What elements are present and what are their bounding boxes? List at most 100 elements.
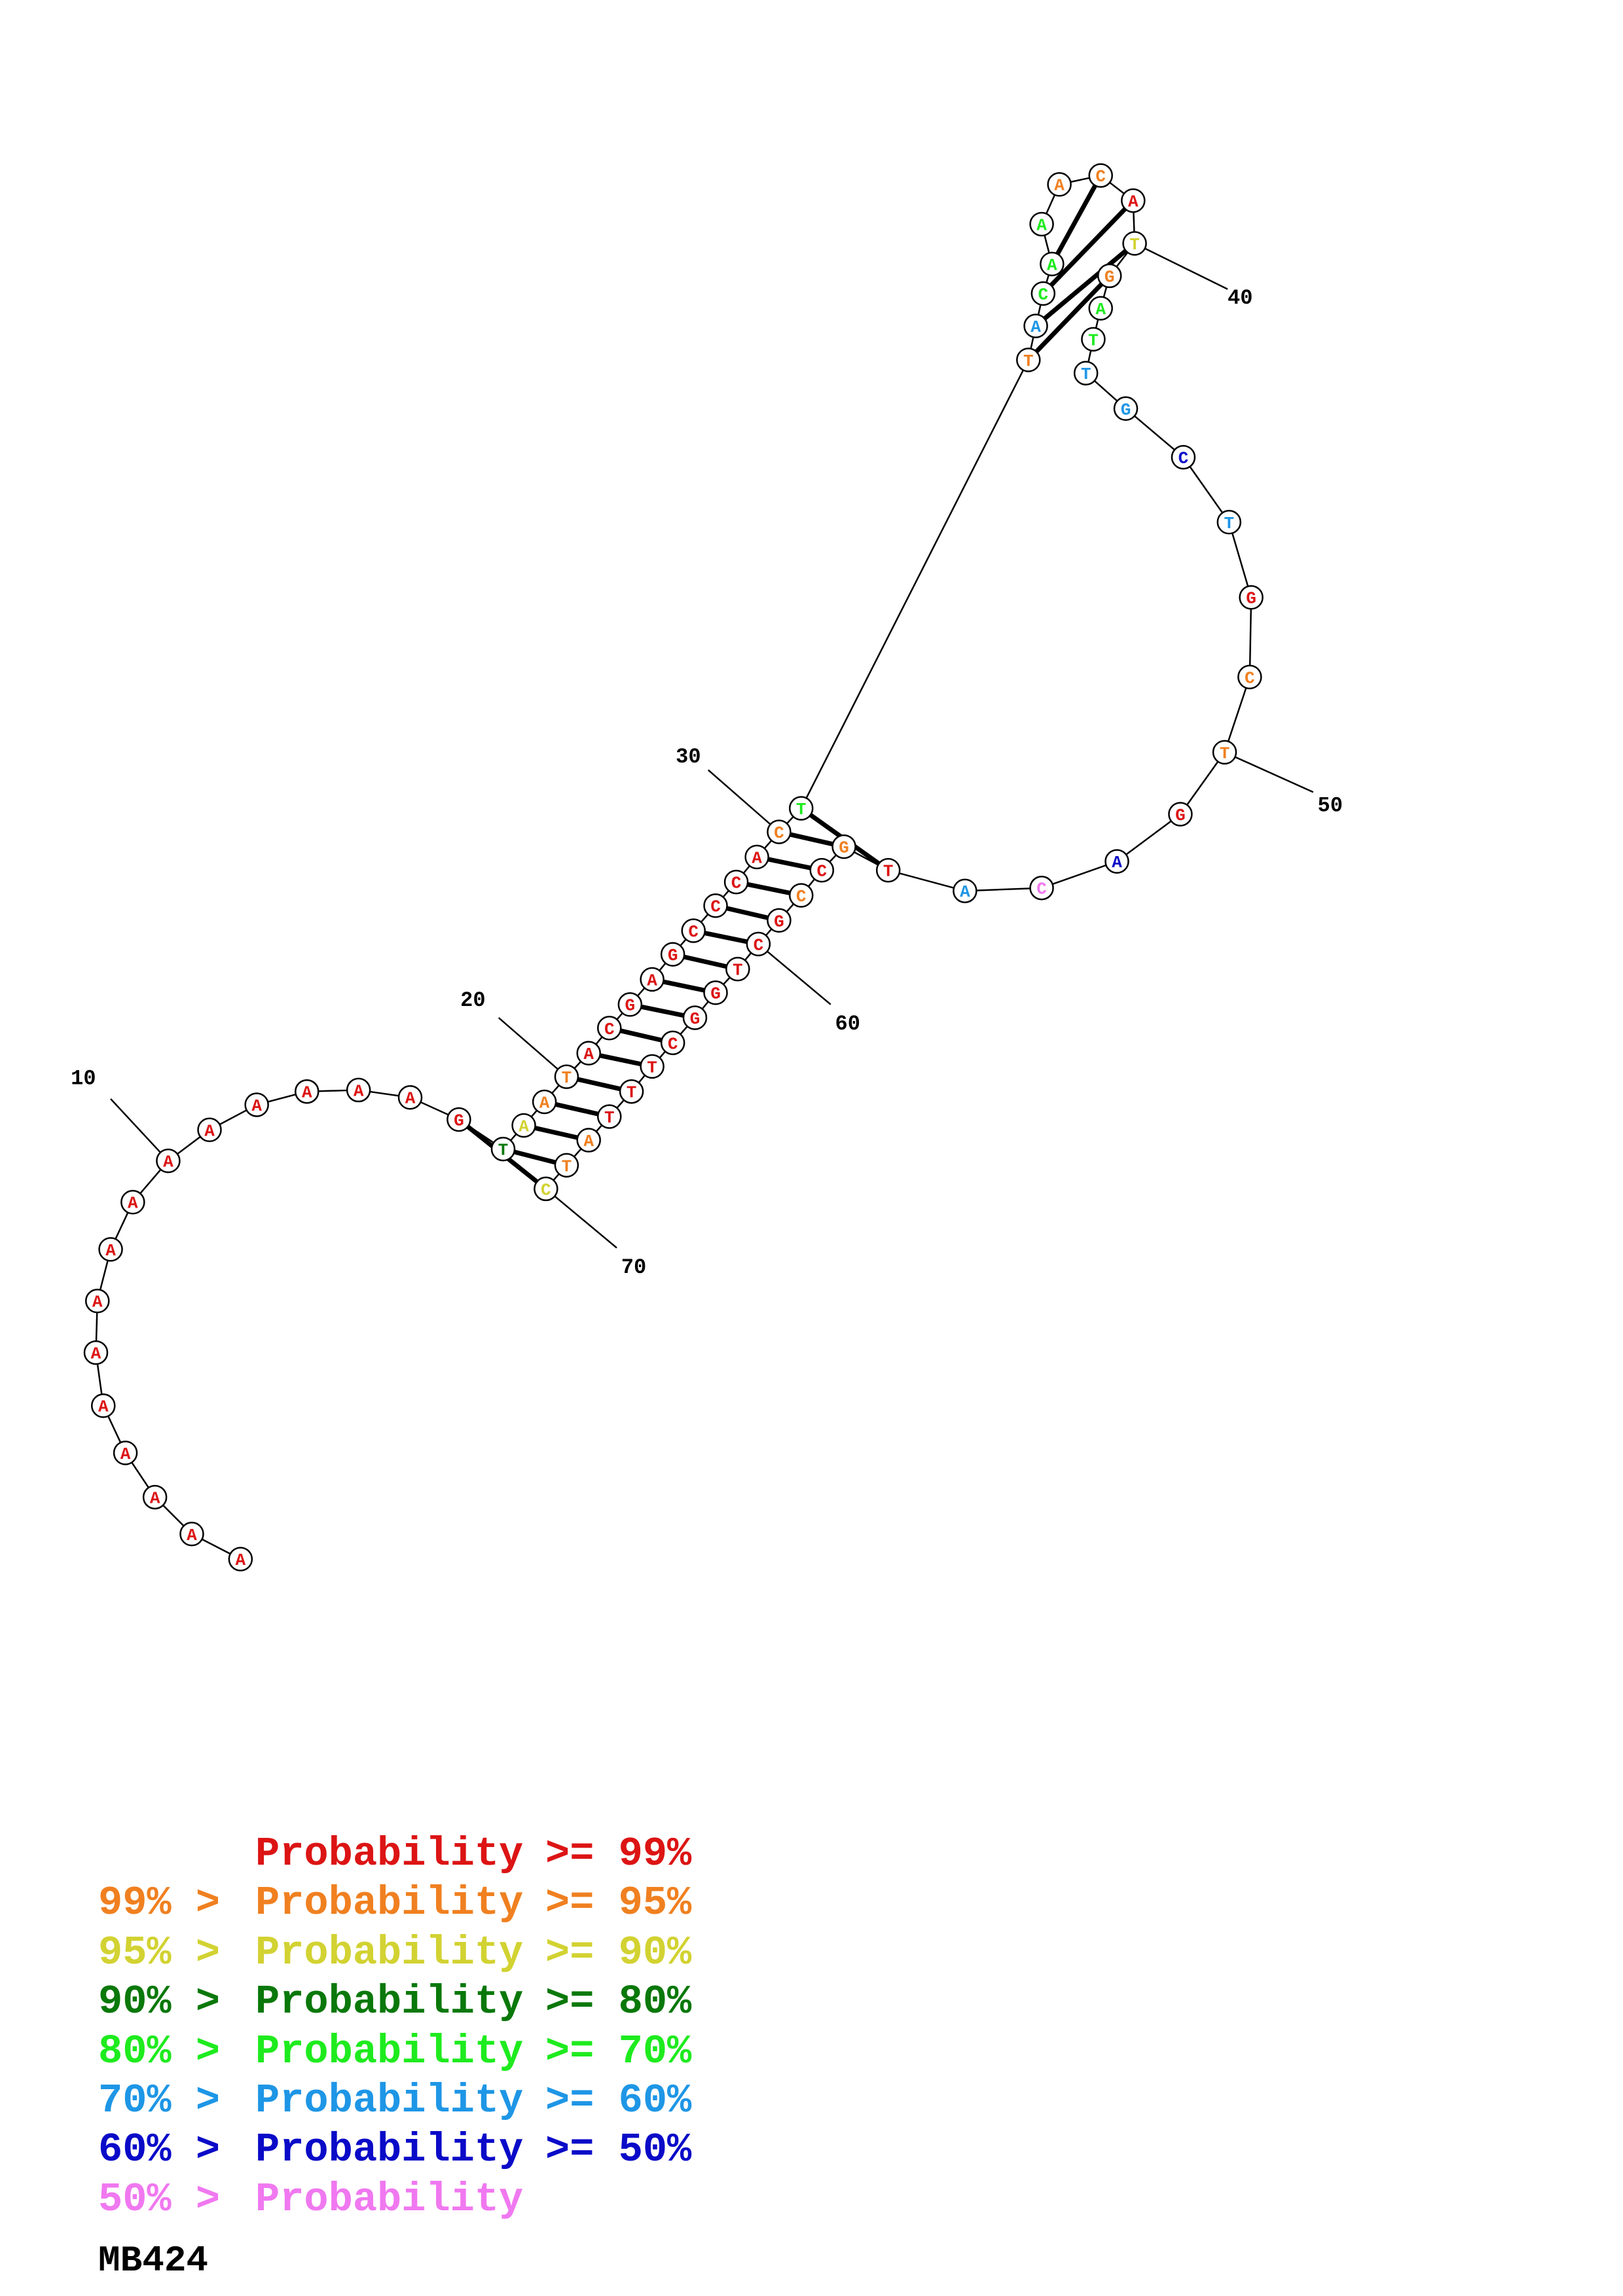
nucleotide-node: T	[788, 796, 814, 821]
nucleotide-node: G	[1097, 263, 1122, 289]
nucleotide-node: A	[346, 1077, 371, 1103]
position-label: 50	[1317, 794, 1342, 818]
nucleotide-node: A	[156, 1148, 181, 1174]
nucleotide-node: C	[1237, 664, 1262, 690]
nucleotide-node: T	[554, 1064, 579, 1089]
nucleotide-letter: A	[1128, 192, 1139, 211]
nucleotide-letter: A	[302, 1083, 312, 1103]
nucleotide-letter: G	[1246, 589, 1256, 609]
nucleotide-letter: A	[1030, 317, 1041, 337]
nucleotide-letter: A	[752, 848, 762, 868]
nucleotide-node: G	[682, 1005, 708, 1030]
nucleotide-letter: G	[839, 838, 849, 858]
nucleotide-letter: T	[1220, 744, 1230, 763]
nucleotide-letter: A	[1036, 216, 1047, 236]
nucleotide-node: T	[1212, 740, 1237, 765]
nucleotide-letter: A	[92, 1293, 103, 1312]
nucleotide-letter: C	[604, 1020, 615, 1039]
tick-line	[757, 943, 831, 1005]
position-label: 40	[1228, 286, 1252, 310]
tick-line	[110, 1098, 169, 1162]
legend-label: Probability	[255, 2176, 524, 2223]
nucleotide-node: G	[617, 992, 643, 1017]
nucleotide-node: A	[98, 1237, 123, 1262]
nucleotide-node: C	[1088, 163, 1113, 188]
nucleotide-letter: A	[960, 882, 970, 902]
legend-prefix: 70% >	[98, 2077, 221, 2124]
nucleotide-letter: C	[1245, 668, 1255, 688]
nucleotide-letter: T	[883, 862, 894, 882]
tick-line	[707, 769, 780, 833]
nucleotide-node: A	[532, 1089, 557, 1115]
nucleotide-node: G	[660, 942, 685, 967]
nucleotide-node: T	[640, 1054, 665, 1079]
legend-label: Probability	[255, 2028, 524, 2075]
nucleotide-node: T	[554, 1153, 579, 1178]
legend-prefix: 60% >	[98, 2126, 221, 2174]
nucleotide-node: A	[295, 1079, 319, 1104]
nucleotide-letter: T	[647, 1058, 657, 1077]
nucleotide-letter: C	[541, 1180, 551, 1200]
legend-prefix: 80% >	[98, 2028, 221, 2075]
nucleotide-node: T	[619, 1079, 644, 1104]
nucleotide-node: A	[397, 1085, 423, 1110]
nucleotide-letter: A	[539, 1093, 550, 1113]
nucleotide-letter: T	[562, 1068, 572, 1088]
legend-label: Probability	[255, 1831, 524, 1877]
backbone-segment	[1249, 597, 1252, 677]
nucleotide-node: C	[767, 819, 792, 844]
nucleotide-node: A	[1040, 251, 1065, 277]
legend-label: Probability	[255, 1929, 524, 1976]
nucleotide-node: A	[1029, 211, 1054, 237]
position-label: 60	[835, 1012, 860, 1036]
nucleotide-letter: T	[562, 1157, 572, 1176]
nucleotide-node: G	[1239, 584, 1264, 610]
nucleotide-node: A	[576, 1041, 601, 1066]
nucleotide-letter: G	[690, 1009, 701, 1029]
nucleotide-letter: A	[1112, 853, 1122, 872]
nucleotide-letter: A	[405, 1089, 416, 1109]
nucleotide-letter: A	[236, 1551, 246, 1570]
nucleotide-letter: A	[1047, 255, 1057, 275]
nucleotide-letter: T	[498, 1141, 509, 1160]
tick-line	[498, 1017, 568, 1078]
nucleotide-letter: C	[731, 874, 742, 893]
nucleotide-letter: A	[128, 1194, 138, 1213]
legend-label: Probability	[255, 2077, 524, 2124]
nucleotide-node: A	[244, 1092, 269, 1117]
base-pair-bond	[1041, 199, 1135, 295]
nucleotide-letter: A	[120, 1444, 131, 1464]
nucleotide-node: A	[197, 1117, 222, 1143]
legend-label: Probability	[255, 1880, 524, 1927]
nucleotide-letter: A	[583, 1045, 594, 1064]
nucleotide-letter: G	[1104, 267, 1115, 287]
nucleotide-letter: T	[627, 1083, 637, 1103]
base-pair-bond	[1034, 242, 1137, 328]
nucleotide-node: A	[1121, 188, 1146, 213]
position-label: 20	[460, 988, 485, 1013]
nucleotide-letter: G	[668, 946, 678, 965]
nucleotide-letter: T	[1129, 235, 1140, 255]
nucleotide-node: T	[1073, 361, 1099, 386]
nucleotide-letter: T	[1224, 514, 1234, 533]
backbone-segment	[1041, 860, 1118, 889]
nucleotide-node: A	[83, 1340, 109, 1365]
position-label: 10	[71, 1066, 96, 1090]
nucleotide-letter: G	[454, 1111, 464, 1131]
nucleotide-node: A	[1088, 296, 1113, 321]
nucleotide-letter: C	[710, 897, 721, 917]
nucleotide-letter: A	[251, 1096, 262, 1116]
backbone-lines	[95, 174, 1252, 1560]
nucleotide-letter: A	[647, 971, 657, 990]
nucleotide-letter: A	[163, 1153, 173, 1172]
nucleotide-node: A	[84, 1288, 110, 1314]
base-pair-bond	[1027, 274, 1112, 362]
backbone-segment	[1125, 408, 1184, 458]
nucleotide-letter: G	[710, 984, 721, 1004]
nucleotide-node: C	[703, 893, 728, 918]
backbone-segment	[964, 887, 1042, 892]
nucleotide-node: C	[660, 1030, 685, 1056]
nucleotide-letter: A	[204, 1121, 215, 1141]
nucleotide-node: A	[179, 1522, 204, 1547]
